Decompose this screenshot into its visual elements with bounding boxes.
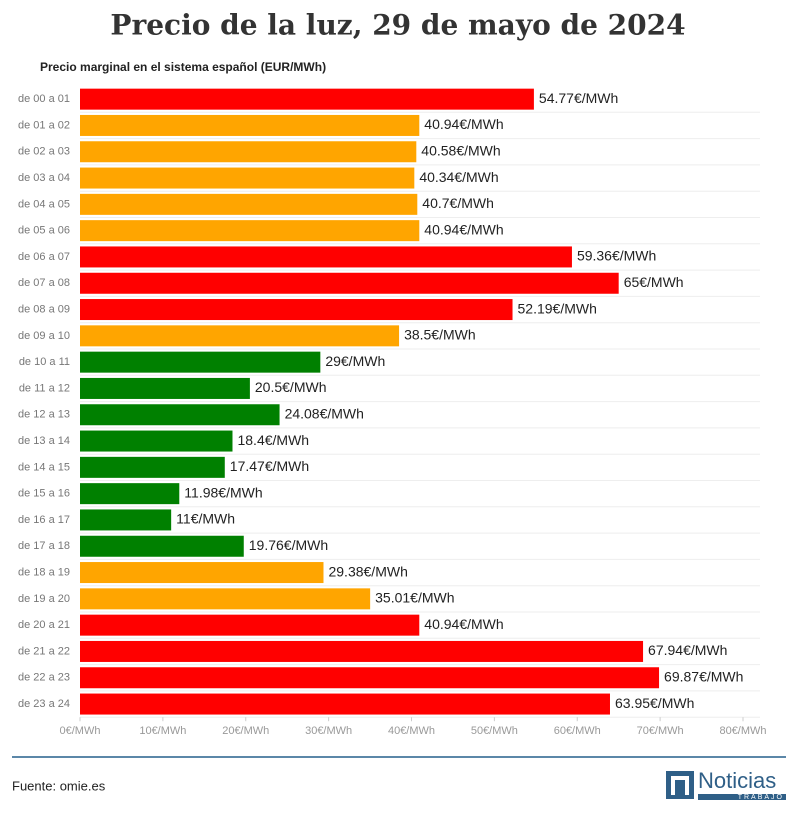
bar xyxy=(80,193,418,215)
value-label: 29.38€/MWh xyxy=(328,563,407,579)
bar xyxy=(80,114,420,136)
chart-subtitle: Precio marginal en el sistema español (E… xyxy=(40,60,326,74)
y-tick-label: de 20 a 21 xyxy=(18,619,70,631)
y-tick-label: de 08 a 09 xyxy=(18,303,70,315)
bar xyxy=(80,325,400,347)
value-label: 54.77€/MWh xyxy=(539,90,618,106)
bar xyxy=(80,88,534,110)
y-tick-label: de 00 a 01 xyxy=(18,93,70,105)
bar xyxy=(80,141,417,163)
value-label: 59.36€/MWh xyxy=(577,248,656,264)
y-tick-label: de 13 a 14 xyxy=(18,435,70,447)
x-tick-label: 20€/MWh xyxy=(222,725,269,737)
bar xyxy=(80,404,280,426)
y-tick-label: de 12 a 13 xyxy=(18,409,70,421)
value-label: 40.94€/MWh xyxy=(424,221,503,237)
bar xyxy=(80,562,324,584)
y-tick-label: de 17 a 18 xyxy=(18,540,70,552)
y-tick-label: de 03 a 04 xyxy=(18,172,70,184)
value-label: 35.01€/MWh xyxy=(375,590,454,606)
y-tick-label: de 16 a 17 xyxy=(18,514,70,526)
logo-icon-n xyxy=(671,776,689,795)
y-tick-label: de 21 a 22 xyxy=(18,645,70,657)
y-tick-label: de 09 a 10 xyxy=(18,330,70,342)
chart-title: Precio de la luz, 29 de mayo de 2024 xyxy=(110,9,685,42)
bar xyxy=(80,430,233,452)
logo-tagline: TRABAJO xyxy=(738,794,784,801)
bar xyxy=(80,299,513,321)
x-tick-label: 60€/MWh xyxy=(554,725,601,737)
x-tick-label: 0€/MWh xyxy=(60,725,101,737)
y-tick-label: de 11 a 12 xyxy=(19,382,70,394)
source: Fuente: omie.es xyxy=(12,778,106,793)
bar xyxy=(80,588,371,610)
y-tick-label: de 02 a 03 xyxy=(18,146,70,158)
value-label: 11.98€/MWh xyxy=(184,484,262,500)
bar xyxy=(80,614,420,636)
y-tick-label: de 05 a 06 xyxy=(18,225,70,237)
y-tick-label: de 01 a 02 xyxy=(18,119,70,131)
y-tick-label: de 07 a 08 xyxy=(18,277,70,289)
y-tick-label: de 15 a 16 xyxy=(18,488,70,500)
logo-icon xyxy=(666,771,694,799)
value-label: 24.08€/MWh xyxy=(285,405,364,421)
value-label: 38.5€/MWh xyxy=(404,327,476,343)
y-tick-label: de 23 a 24 xyxy=(18,698,70,710)
bar xyxy=(80,351,321,373)
y-tick-label: de 19 a 20 xyxy=(18,593,70,605)
bar xyxy=(80,272,619,294)
value-label: 69.87€/MWh xyxy=(664,668,743,684)
bar xyxy=(80,456,225,478)
value-label: 11€/MWh xyxy=(176,511,235,527)
x-tick-label: 50€/MWh xyxy=(471,725,518,737)
x-tick-label: 70€/MWh xyxy=(637,725,684,737)
bar xyxy=(80,220,420,242)
logo-bar xyxy=(698,794,786,800)
x-tick-label: 30€/MWh xyxy=(305,725,352,737)
value-label: 40.94€/MWh xyxy=(424,616,503,632)
y-tick-label: de 10 a 11 xyxy=(19,356,70,368)
value-label: 65€/MWh xyxy=(624,274,684,290)
value-label: 63.95€/MWh xyxy=(615,695,694,711)
value-label: 40.58€/MWh xyxy=(421,142,500,158)
value-label: 67.94€/MWh xyxy=(648,642,727,658)
bar xyxy=(80,667,660,689)
value-label: 18.4€/MWh xyxy=(237,432,309,448)
y-tick-label: de 22 a 23 xyxy=(18,672,70,684)
value-label: 29€/MWh xyxy=(325,353,385,369)
x-tick-label: 10€/MWh xyxy=(139,725,186,737)
y-tick-label: de 18 a 19 xyxy=(18,566,70,578)
value-label: 19.76€/MWh xyxy=(249,537,328,553)
value-label: 17.47€/MWh xyxy=(230,458,309,474)
logo-name: Noticias xyxy=(698,768,776,793)
value-label: 40.34€/MWh xyxy=(419,169,498,185)
bar xyxy=(80,377,250,399)
bar xyxy=(80,246,572,268)
bar xyxy=(80,535,244,557)
y-tick-label: de 06 a 07 xyxy=(18,251,70,263)
bar xyxy=(80,483,180,505)
y-tick-label: de 04 a 05 xyxy=(18,198,70,210)
bar xyxy=(80,167,415,189)
y-tick-label: de 14 a 15 xyxy=(18,461,70,473)
x-tick-label: 80€/MWh xyxy=(719,725,766,737)
bar xyxy=(80,640,644,662)
value-label: 40.94€/MWh xyxy=(424,116,503,132)
value-label: 52.19€/MWh xyxy=(518,300,597,316)
bar xyxy=(80,509,172,531)
value-label: 20.5€/MWh xyxy=(255,379,327,395)
x-tick-label: 40€/MWh xyxy=(388,725,435,737)
bar xyxy=(80,693,610,715)
value-label: 40.7€/MWh xyxy=(422,195,494,211)
